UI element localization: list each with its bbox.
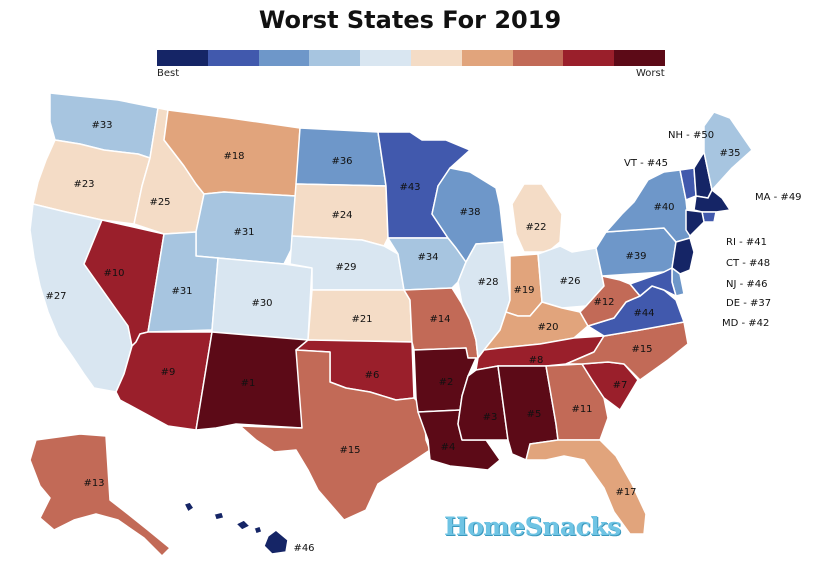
rank-label-sd: #24 bbox=[331, 210, 352, 221]
legend-swatch-7 bbox=[461, 50, 513, 66]
state-mi bbox=[511, 183, 563, 253]
rank-label-wv: #12 bbox=[593, 297, 614, 308]
legend-swatch-10 bbox=[614, 50, 665, 66]
rank-label-sc: #7 bbox=[613, 380, 628, 391]
rank-label-pa: #39 bbox=[625, 251, 646, 262]
map-title: Worst States For 2019 bbox=[258, 6, 562, 34]
rank-label-nc: #15 bbox=[631, 344, 652, 355]
state-fl bbox=[525, 439, 647, 535]
rank-label-nm: #1 bbox=[241, 378, 256, 389]
rank-label-ok: #6 bbox=[365, 370, 380, 381]
rank-label-co: #30 bbox=[251, 298, 272, 309]
rank-label-va: #44 bbox=[633, 308, 654, 319]
color-legend bbox=[157, 50, 665, 66]
label-vt: VT - #45 bbox=[624, 158, 669, 169]
rank-label-la: #4 bbox=[441, 442, 456, 453]
state-rank-labels: #33 #23 #27 #10 #25 #18 #31 #31 #30 #9 #… bbox=[45, 120, 740, 554]
rank-label-mi: #22 bbox=[525, 222, 546, 233]
legend-swatch-8 bbox=[512, 50, 564, 66]
state-shapes bbox=[29, 92, 753, 557]
legend-low-label: Best bbox=[157, 68, 180, 79]
rank-label-il: #28 bbox=[477, 277, 498, 288]
state-me bbox=[703, 111, 753, 191]
rank-label-ms: #3 bbox=[483, 412, 498, 423]
legend-swatch-2 bbox=[207, 50, 259, 66]
rank-label-mt: #18 bbox=[223, 151, 244, 162]
rank-label-ky: #20 bbox=[537, 322, 558, 333]
rank-label-wy: #31 bbox=[233, 227, 254, 238]
rank-label-az: #9 bbox=[161, 367, 176, 378]
rank-label-wi: #38 bbox=[459, 207, 480, 218]
rank-label-ne: #29 bbox=[335, 262, 356, 273]
legend-high-label: Worst bbox=[636, 68, 665, 79]
rank-label-in: #19 bbox=[513, 285, 534, 296]
rank-label-hi: #46 bbox=[293, 543, 314, 554]
label-nj: NJ - #46 bbox=[726, 279, 768, 290]
state-nj bbox=[671, 237, 695, 275]
rank-label-fl: #17 bbox=[615, 487, 636, 498]
label-ma: MA - #49 bbox=[755, 192, 802, 203]
rank-label-ut: #31 bbox=[171, 286, 192, 297]
state-md bbox=[629, 267, 677, 297]
label-ri: RI - #41 bbox=[726, 237, 767, 248]
state-hi bbox=[263, 529, 289, 555]
rank-label-ak: #13 bbox=[83, 478, 104, 489]
rank-label-ar: #2 bbox=[439, 377, 454, 388]
homesnacks-watermark: HomeSnacks bbox=[444, 512, 621, 541]
rank-label-wa: #33 bbox=[91, 120, 112, 131]
state-tx bbox=[239, 349, 431, 521]
legend-swatch-1 bbox=[157, 50, 208, 66]
label-nh: NH - #50 bbox=[668, 130, 715, 141]
rank-label-or: #23 bbox=[73, 179, 94, 190]
legend-swatch-5 bbox=[360, 50, 411, 66]
rank-label-tn: #8 bbox=[529, 355, 544, 366]
legend-swatch-9 bbox=[563, 50, 615, 66]
legend-swatch-3 bbox=[258, 50, 310, 66]
state-hi bbox=[183, 501, 263, 535]
rank-label-ks: #21 bbox=[351, 314, 372, 325]
state-nc bbox=[565, 321, 689, 381]
rank-label-mo: #14 bbox=[429, 314, 450, 325]
rank-label-nv: #10 bbox=[103, 268, 124, 279]
legend-swatch-6 bbox=[410, 50, 462, 66]
rank-label-id: #25 bbox=[149, 197, 170, 208]
label-de: DE - #37 bbox=[726, 298, 772, 309]
rank-label-al: #5 bbox=[527, 409, 542, 420]
rank-label-mn: #43 bbox=[399, 182, 420, 193]
rank-label-ca: #27 bbox=[45, 291, 66, 302]
label-ct: CT - #48 bbox=[726, 258, 771, 269]
legend-swatch-4 bbox=[309, 50, 361, 66]
rank-label-tx: #15 bbox=[339, 445, 360, 456]
rank-label-ia: #34 bbox=[417, 252, 438, 263]
state-ct bbox=[685, 209, 705, 237]
label-md: MD - #42 bbox=[722, 318, 770, 329]
rank-label-nd: #36 bbox=[331, 156, 352, 167]
state-ak bbox=[29, 433, 171, 557]
rank-label-me: #35 bbox=[719, 148, 740, 159]
rank-label-ga: #11 bbox=[571, 404, 592, 415]
rank-label-ny: #40 bbox=[653, 202, 674, 213]
rank-label-oh: #26 bbox=[559, 276, 580, 287]
